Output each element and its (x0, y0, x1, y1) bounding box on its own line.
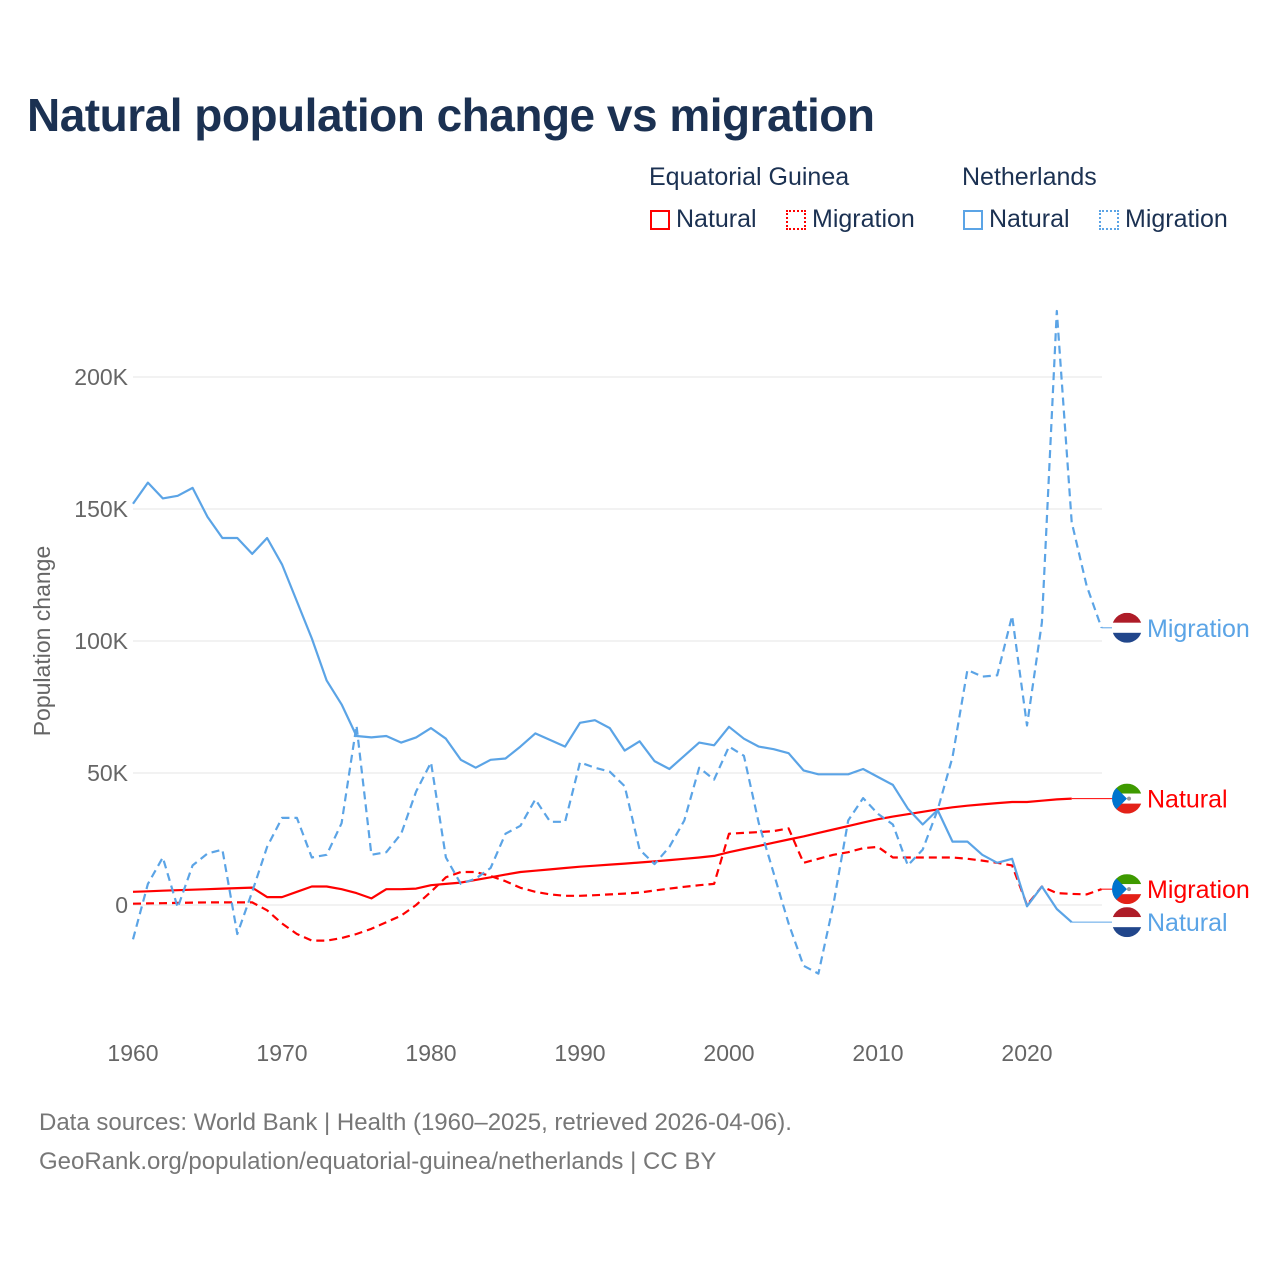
footer-sources: Data sources: World Bank | Health (1960–… (39, 1109, 792, 1136)
flag-stripe (1112, 622, 1142, 633)
series-end-label: Migration (1147, 615, 1250, 643)
flag-triangle (1112, 874, 1127, 905)
legend-swatch-solid (963, 209, 983, 230)
series-end-label: Natural (1147, 909, 1228, 937)
x-tick-label: 1980 (405, 1040, 456, 1066)
series-line-equatorial-guinea-migration (132, 827, 1102, 942)
legend-label: Natural (989, 205, 1070, 233)
legend-nl-migration[interactable]: Migration (1099, 205, 1228, 234)
y-tick-label: 100K (74, 628, 128, 654)
legend-group-equatorial-guinea: Equatorial Guinea (649, 163, 850, 191)
x-tick-label: 2020 (1001, 1040, 1052, 1066)
x-tick-label: 2010 (852, 1040, 903, 1066)
netherlands-flag-icon (1112, 907, 1142, 938)
netherlands-flag-icon (1112, 612, 1142, 643)
x-tick-label: 1960 (107, 1040, 158, 1066)
x-tick-label: 1990 (554, 1040, 605, 1066)
legend-label: Natural (676, 205, 757, 233)
legend-eg-natural[interactable]: Natural (650, 205, 757, 234)
legend-label: Migration (1125, 205, 1228, 233)
flag-stripe (1112, 907, 1142, 918)
legend-swatch-dotted (786, 209, 806, 230)
series-line-netherlands-natural (132, 481, 1073, 924)
flag-emblem (1127, 887, 1131, 892)
y-tick-label: 150K (74, 496, 128, 522)
flag-stripe (1112, 927, 1142, 938)
legend-swatch-solid (650, 209, 670, 230)
flag-stripe (1112, 917, 1142, 928)
footer-link[interactable]: GeoRank.org/population/equatorial-guinea… (39, 1148, 717, 1175)
legend-nl-natural[interactable]: Natural (963, 205, 1070, 234)
legend-group-netherlands: Netherlands (962, 163, 1097, 191)
legend-eg-migration[interactable]: Migration (786, 205, 915, 234)
x-tick-label: 2000 (703, 1040, 754, 1066)
y-tick-label: 50K (87, 760, 129, 786)
legend-label: Migration (812, 205, 915, 233)
series-end-label: Natural (1147, 786, 1228, 814)
series-line-netherlands-migration (131, 309, 1103, 975)
flag-stripe (1112, 803, 1142, 814)
legend-swatch-dotted (1099, 209, 1119, 230)
flag-triangle (1112, 783, 1127, 814)
y-tick-label: 200K (74, 364, 128, 390)
flag-stripe (1112, 874, 1142, 885)
series-end-label: Migration (1147, 876, 1250, 904)
x-tick-label: 1970 (256, 1040, 307, 1066)
series-line-equatorial-guinea-natural (132, 797, 1072, 900)
chart-title: Natural population change vs migration (27, 89, 875, 141)
equatorial-guinea-flag-icon (1112, 783, 1142, 814)
y-tick-label: 0 (115, 892, 128, 918)
flag-stripe (1112, 612, 1142, 623)
flag-stripe (1112, 632, 1142, 643)
y-axis-label: Population change (29, 546, 55, 737)
flag-stripe (1112, 783, 1142, 794)
flag-emblem (1127, 796, 1131, 801)
equatorial-guinea-flag-icon (1112, 874, 1142, 905)
flag-stripe (1112, 894, 1142, 905)
